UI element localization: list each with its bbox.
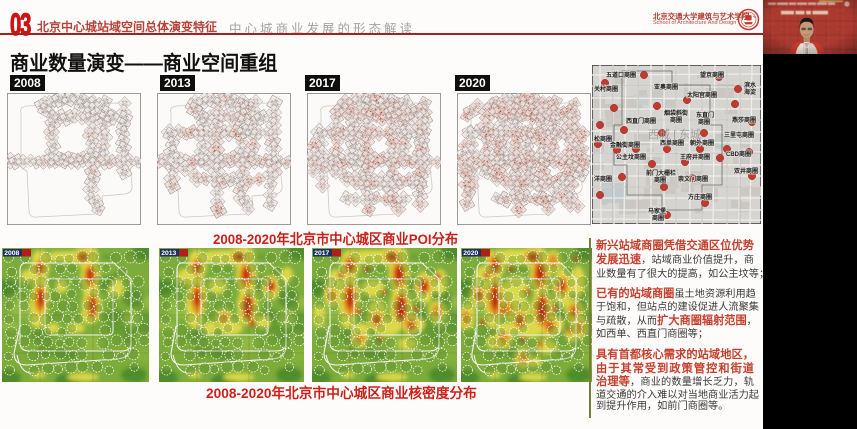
svg-text:亚奥商圈: 亚奥商圈 — [654, 83, 678, 91]
svg-text:海淀: 海淀 — [744, 88, 757, 96]
svg-text:望京商圈: 望京商圈 — [700, 71, 724, 79]
svg-text:滨水: 滨水 — [744, 81, 757, 89]
svg-text:2013: 2013 — [161, 250, 176, 257]
svg-text:洋商圈: 洋商圈 — [594, 175, 612, 183]
svg-text:2020: 2020 — [463, 250, 478, 257]
svg-text:烟袋斜街: 烟袋斜街 — [664, 109, 688, 117]
svg-text:西直门商圈: 西直门商圈 — [626, 117, 656, 125]
svg-text:双井商圈: 双井商圈 — [734, 167, 758, 175]
svg-text:三里屯商圈: 三里屯商圈 — [724, 131, 754, 139]
svg-text:商圈: 商圈 — [652, 214, 664, 222]
svg-text:西单商圈: 西单商圈 — [660, 139, 684, 147]
svg-text:松商圈: 松商圈 — [594, 135, 612, 143]
svg-text:朝外商圈: 朝外商圈 — [690, 139, 714, 147]
svg-text:崇文门商圈: 崇文门商圈 — [678, 175, 708, 183]
svg-text:公主坟商圈: 公主坟商圈 — [616, 153, 646, 161]
svg-text:2008: 2008 — [4, 250, 19, 257]
svg-text:金融街商圈: 金融街商圈 — [609, 141, 640, 149]
svg-text:关村商圈: 关村商圈 — [594, 85, 618, 93]
svg-text:商圈: 商圈 — [670, 116, 682, 124]
svg-text:东直门: 东直门 — [696, 111, 714, 119]
svg-text:前门大栅栏: 前门大栅栏 — [646, 169, 676, 177]
svg-text:方庄商圈: 方庄商圈 — [688, 193, 712, 201]
svg-text:商圈: 商圈 — [698, 118, 710, 126]
svg-text:2017: 2017 — [314, 250, 329, 257]
svg-text:马家堡: 马家堡 — [648, 207, 666, 215]
svg-text:燕莎商圈: 燕莎商圈 — [732, 116, 756, 124]
svg-text:太阳宫商圈: 太阳宫商圈 — [686, 91, 717, 99]
svg-text:王府井商圈: 王府井商圈 — [680, 153, 710, 161]
svg-text:商圈: 商圈 — [654, 176, 666, 184]
svg-text:CBD商圈: CBD商圈 — [726, 150, 751, 158]
svg-text:西城 | 东城: 西城 | 东城 — [648, 128, 701, 141]
svg-text:五道口商圈: 五道口商圈 — [606, 71, 636, 79]
